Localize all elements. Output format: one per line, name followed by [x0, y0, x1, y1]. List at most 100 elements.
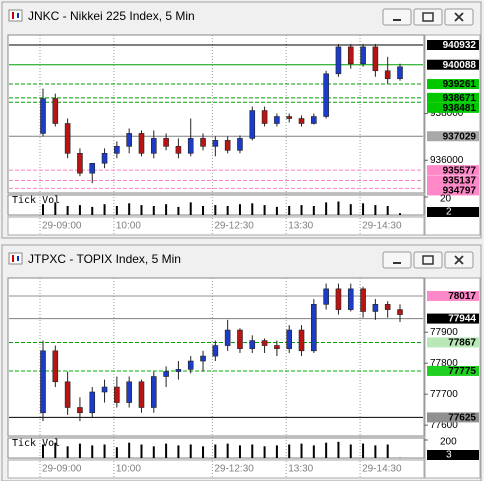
time-axis: [7, 216, 425, 236]
candle-body: [286, 329, 293, 349]
candle-body: [372, 46, 379, 72]
level-label-box: [427, 40, 479, 51]
candle-body: [261, 340, 268, 346]
candle-body: [163, 371, 169, 377]
candle-body: [347, 288, 354, 310]
candle-body: [126, 381, 132, 403]
level-label: 940088: [443, 60, 477, 71]
candle-body: [52, 350, 59, 383]
level-label: 938671: [443, 93, 477, 104]
candle-body: [77, 407, 83, 414]
candle-body: [175, 369, 182, 372]
level-label: 938481: [443, 103, 477, 114]
time-label: 13:30: [288, 221, 313, 232]
candle-body: [261, 110, 268, 124]
candle-body: [286, 116, 293, 119]
level-label: 940932: [443, 40, 477, 51]
window-title: JNKC - Nikkei 225 Index, 5 Min: [28, 9, 195, 23]
level-label-box: [427, 59, 479, 70]
volume-tick-label: 200: [440, 437, 457, 448]
current-volume: 2: [446, 207, 452, 218]
current-volume-box: [427, 450, 479, 460]
candle-body: [335, 288, 342, 310]
candle-body: [150, 138, 157, 154]
level-label: 935137: [443, 176, 477, 187]
current-volume-box: [427, 207, 479, 217]
time-label: 29-14:30: [362, 464, 402, 475]
level-label-box: [427, 337, 479, 348]
time-label: 10:00: [116, 221, 141, 232]
candle-body: [101, 153, 108, 164]
time-label: 29-09:00: [42, 221, 82, 232]
level-label-box: [427, 131, 479, 142]
volume-label: Tick Vol: [12, 195, 60, 206]
volume-label: Tick Vol: [12, 438, 60, 449]
minimize-button[interactable]: [382, 251, 412, 269]
candle-body: [347, 46, 354, 65]
candle-body: [397, 309, 403, 315]
candle-body: [77, 153, 83, 174]
candle-body: [311, 116, 317, 124]
candle-body: [274, 116, 280, 124]
level-label: 939261: [443, 79, 477, 90]
level-label-box: [427, 185, 479, 196]
time-label: 29-12:30: [214, 221, 254, 232]
candle-body: [212, 345, 219, 357]
candle-body: [52, 98, 59, 124]
minimize-button[interactable]: [382, 8, 412, 26]
restore-button[interactable]: [413, 251, 443, 269]
candle-body: [64, 381, 71, 408]
level-label: 934797: [443, 186, 477, 197]
candle-body: [323, 73, 329, 117]
level-label: 935577: [443, 165, 477, 176]
candle-body: [360, 46, 366, 65]
candle-body: [138, 381, 145, 408]
level-label-box: [427, 79, 479, 90]
candle-body: [311, 304, 317, 352]
candle-body: [89, 391, 96, 414]
level-label-box: [427, 290, 479, 301]
level-label: 77775: [448, 366, 476, 377]
restore-icon: [422, 12, 434, 22]
y-tick-label: 77800: [430, 358, 458, 369]
level-label: 77867: [448, 338, 476, 349]
level-label: 937029: [443, 131, 477, 142]
candle-body: [101, 386, 108, 393]
candle-body: [114, 386, 120, 403]
y-tick-label: 77900: [430, 327, 458, 338]
title-icon: [8, 9, 23, 22]
candle-body: [64, 123, 71, 154]
candle-body: [335, 46, 342, 75]
candle-body: [323, 288, 329, 305]
candle-body: [40, 350, 46, 414]
time-label: 13:30: [288, 464, 313, 475]
candle-body: [200, 138, 206, 147]
time-label: 29-14:30: [362, 221, 402, 232]
candle-body: [114, 146, 120, 154]
price-axis: [424, 277, 481, 479]
level-label-box: [427, 175, 479, 186]
candle-body: [249, 340, 256, 349]
candle-body: [187, 360, 194, 370]
y-tick-label: 77600: [430, 420, 458, 431]
restore-button[interactable]: [413, 8, 443, 26]
level-label: 77625: [448, 413, 476, 424]
level-label-box: [427, 313, 479, 324]
current-volume: 3: [446, 450, 452, 461]
time-label: 29-12:30: [214, 464, 254, 475]
candle-body: [89, 162, 96, 174]
candle-body: [384, 304, 391, 310]
level-label-box: [427, 102, 479, 113]
level-label: 78017: [448, 291, 476, 302]
candle-body: [397, 66, 403, 80]
candle-body: [249, 110, 256, 139]
candle-body: [175, 146, 182, 154]
candle-body: [237, 138, 243, 151]
candle-body: [126, 133, 132, 147]
candle-body: [298, 329, 305, 352]
candle-body: [187, 138, 194, 154]
candle-body: [274, 345, 280, 349]
candle-body: [384, 70, 391, 80]
candle-body: [212, 140, 219, 147]
